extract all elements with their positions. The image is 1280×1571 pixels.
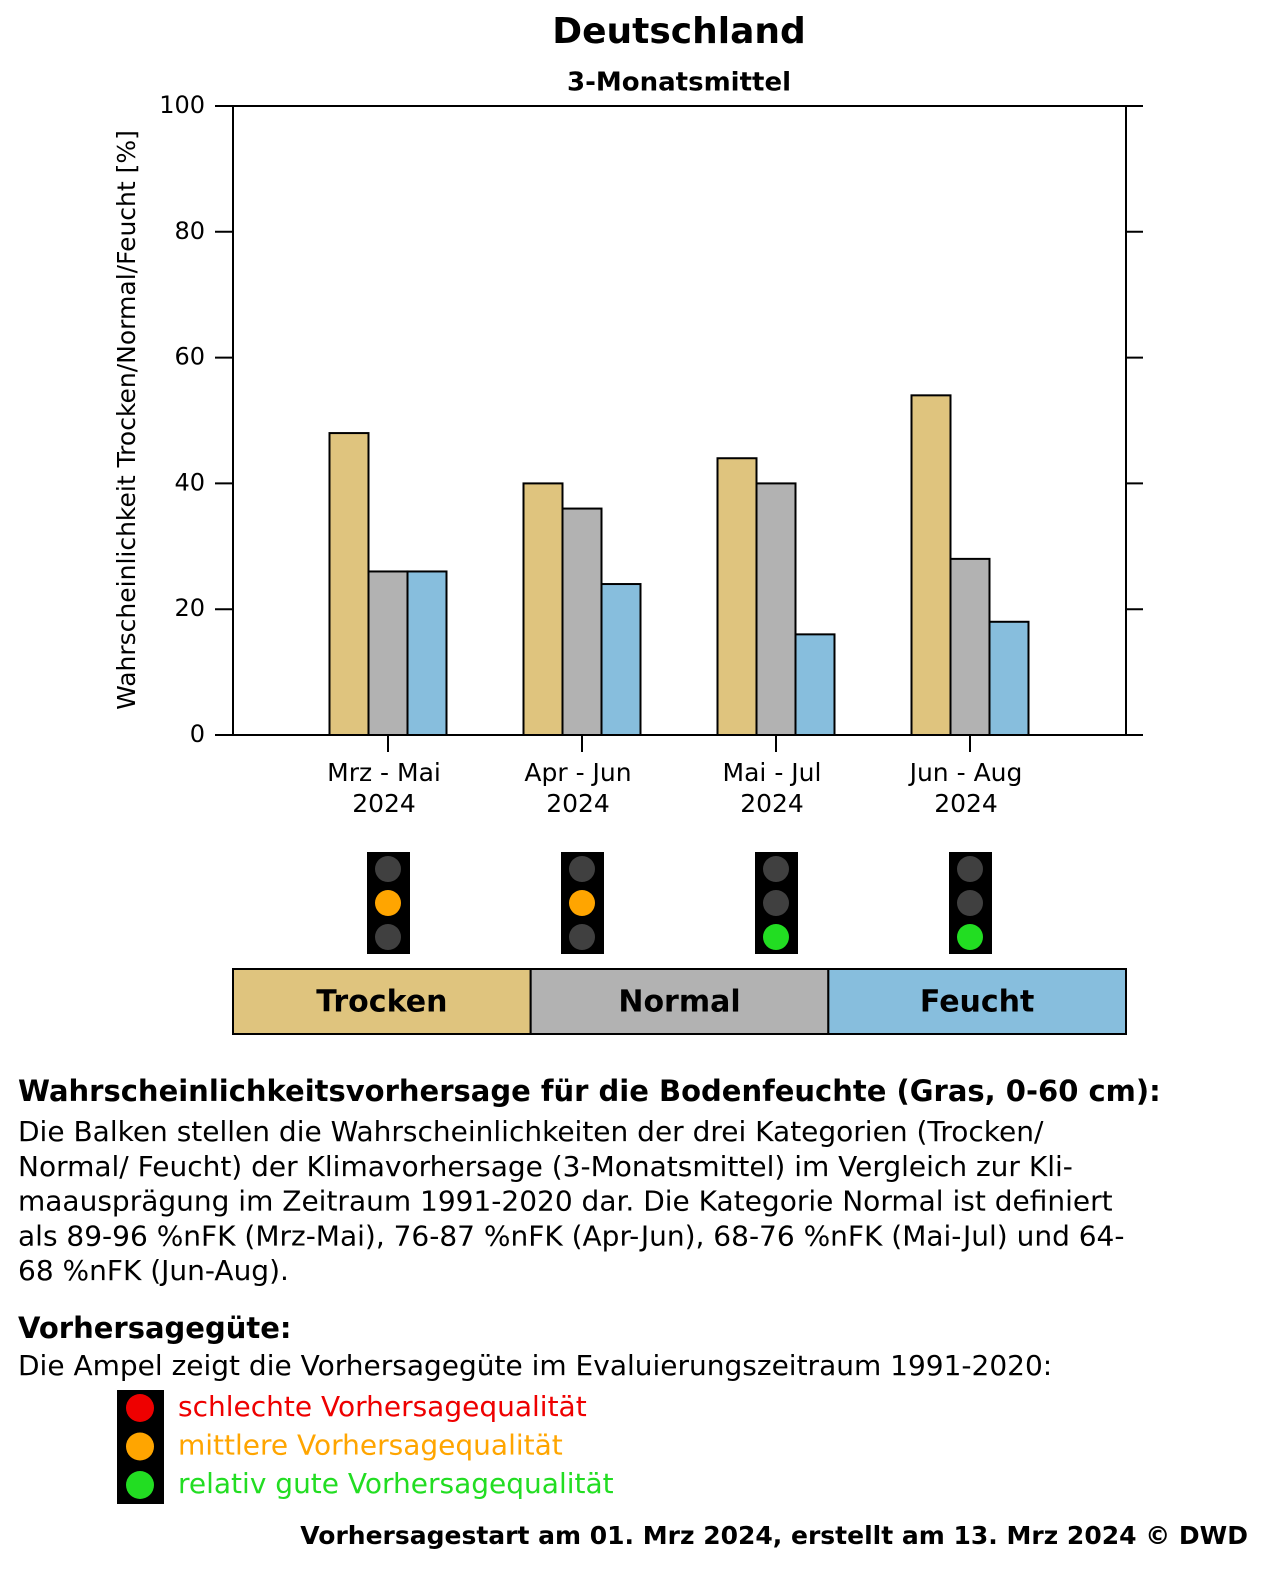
y-tick-label: 80: [174, 217, 205, 245]
legend-lamp: [126, 1394, 154, 1422]
x-tick-label: 2024: [352, 789, 416, 818]
y-axis-label: Wahrscheinlichkeit Trocken/Normal/Feucht…: [112, 130, 141, 710]
traffic-lamp: [569, 924, 595, 950]
legend-label: Trocken: [316, 985, 447, 1020]
x-tick-label: 2024: [740, 789, 804, 818]
bar: [755, 482, 797, 736]
legend-lamp: [126, 1471, 154, 1499]
legend-lamp: [126, 1432, 154, 1461]
traffic-lamp: [763, 856, 789, 882]
quality-heading: Vorhersagegüte:: [18, 1311, 292, 1345]
description-line: 68 %nFK (Jun-Aug).: [18, 1254, 289, 1287]
y-tick-label: 60: [174, 343, 205, 371]
y-tick-label: 100: [159, 91, 205, 119]
legend-label: Normal: [618, 985, 740, 1020]
bar: [367, 570, 409, 737]
traffic-lamp: [375, 856, 401, 882]
footer: Vorhersagestart am 01. Mrz 2024, erstell…: [300, 1521, 1248, 1550]
y-tick-label: 20: [174, 594, 205, 622]
traffic-lamp: [763, 924, 789, 950]
y-tick-label: 40: [174, 468, 205, 496]
bar: [600, 583, 642, 736]
traffic-lamp: [957, 890, 983, 916]
bar: [406, 570, 448, 737]
legend-box: [827, 968, 1127, 1035]
y-tick-label: 0: [190, 720, 205, 748]
bar: [716, 457, 758, 736]
x-tick-label: 2024: [546, 789, 610, 818]
x-tick-label: Mrz - Mai: [327, 758, 441, 787]
quality-label: relativ gute Vorhersagequalität: [178, 1467, 614, 1500]
quality-label: schlechte Vorhersagequalität: [178, 1390, 587, 1423]
traffic-lamp: [375, 890, 401, 916]
legend-label: Feucht: [920, 985, 1034, 1020]
bar: [949, 557, 991, 736]
quality-label: mittlere Vorhersagequalität: [178, 1429, 563, 1462]
description-line: als 89-96 %nFK (Mrz-Mai), 76-87 %nFK (Ap…: [18, 1219, 1124, 1252]
description-line: Normal/ Feucht) der Klimavorhersage (3-M…: [18, 1150, 1073, 1183]
x-tick-label: Jun - Aug: [908, 758, 1023, 787]
quality-text: Die Ampel zeigt die Vorhersagegüte im Ev…: [18, 1349, 1052, 1382]
traffic-lamp: [763, 890, 789, 916]
bar: [561, 507, 603, 736]
traffic-lamp: [957, 924, 983, 950]
description-line: Die Balken stellen die Wahrscheinlichkei…: [18, 1115, 1044, 1148]
x-tick-label: Mai - Jul: [723, 758, 822, 787]
description-line: maausprägung im Zeitraum 1991-2020 dar. …: [18, 1185, 1113, 1218]
description-heading: Wahrscheinlichkeitsvorhersage für die Bo…: [18, 1074, 1161, 1108]
bar: [328, 432, 370, 736]
traffic-lamp: [569, 856, 595, 882]
bar: [910, 394, 952, 736]
traffic-lamp: [375, 924, 401, 950]
bar: [522, 482, 564, 736]
bar: [794, 633, 836, 736]
traffic-lamp: [569, 890, 595, 916]
chart-title: Deutschland: [552, 11, 806, 52]
x-tick-label: 2024: [934, 789, 998, 818]
x-tick-label: Apr - Jun: [524, 758, 631, 787]
plot-frame: [232, 105, 1143, 736]
chart-subtitle: 3-Monatsmittel: [567, 68, 791, 98]
bar: [988, 620, 1030, 737]
traffic-lamp: [957, 856, 983, 882]
